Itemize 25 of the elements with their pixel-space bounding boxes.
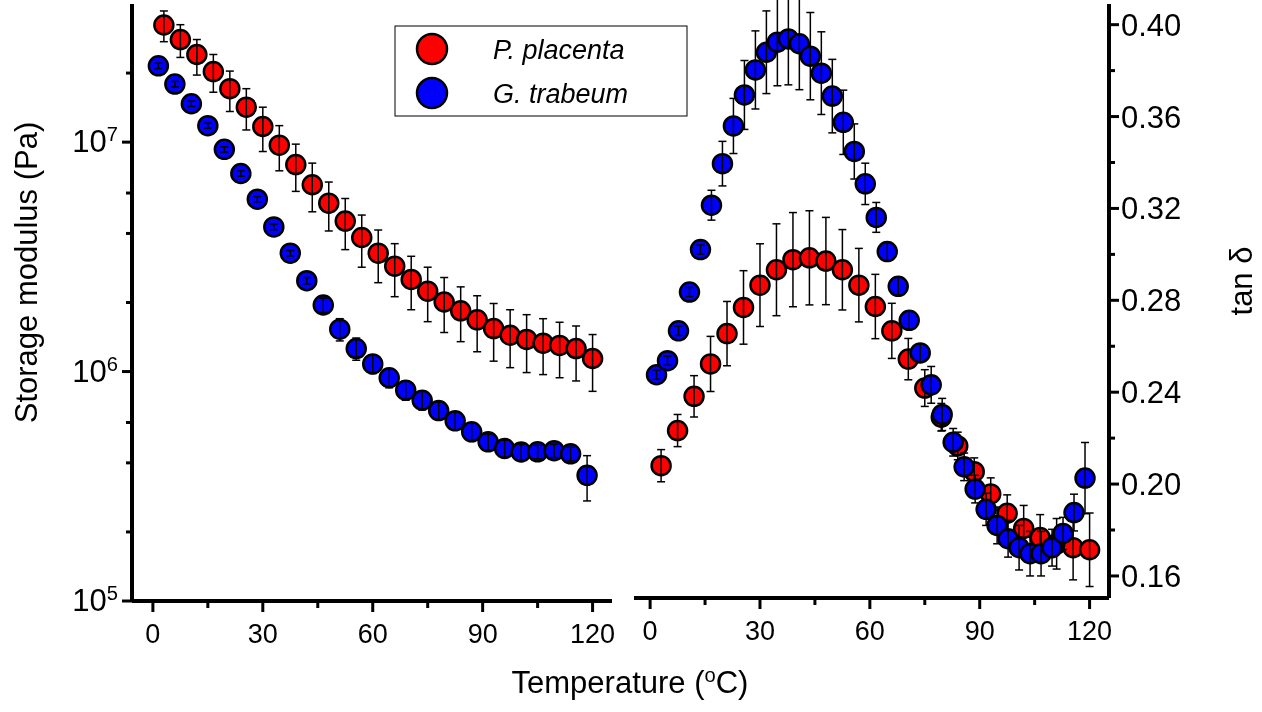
text: 0.20 (1121, 467, 1182, 503)
x-tick-label: 0 (145, 619, 161, 649)
x-tick-label: 0 (642, 616, 658, 646)
y2-tick-label: 0.28 (1121, 283, 1182, 319)
text: 0.40 (1121, 7, 1182, 43)
legend-label: P. placenta (493, 35, 625, 65)
y2-axis-title: tan δ (1224, 246, 1259, 316)
x-tick-label: 90 (964, 616, 995, 646)
y2-tick-label: 0.36 (1121, 99, 1182, 135)
x-axis-title: Temperature ($^{o}$C) (511, 664, 749, 700)
x-tick-label: 60 (854, 616, 885, 646)
x-tick-label: 120 (1067, 616, 1113, 646)
x-tick-label: 60 (357, 619, 388, 649)
x-tick-label: 30 (247, 619, 278, 649)
legend-label: G. trabeum (493, 79, 629, 109)
y2-tick-label: 0.16 (1121, 558, 1182, 594)
y-tick-label: 10$^{7}$ (72, 123, 118, 160)
y2-tick-label: 0.32 (1121, 191, 1182, 227)
x-tick-label: 90 (467, 619, 498, 649)
x-tick-label: 120 (570, 619, 616, 649)
y-axis-title: Storage modulus (Pa) (9, 121, 44, 424)
y-tick-label: 10$^{5}$ (72, 582, 118, 618)
y-tick-label: 10$^{6}$ (72, 352, 118, 389)
x-tick-label: 30 (744, 616, 776, 646)
y2-tick-label: 0.24 (1121, 375, 1182, 411)
